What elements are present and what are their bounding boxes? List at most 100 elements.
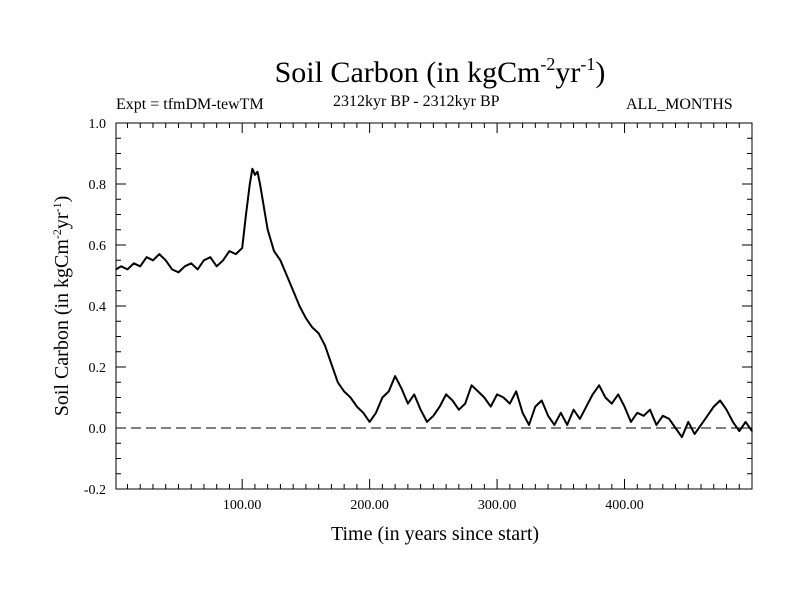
y-axis-title-main: Soil Carbon (in kgCm	[51, 239, 73, 417]
y-axis-title-end: )	[51, 196, 73, 203]
x-tick-label: 200.00	[350, 498, 389, 513]
data-point	[394, 375, 396, 377]
chart-title: Soil Carbon (in kgCm-2yr-1)	[0, 54, 800, 90]
data-point	[256, 171, 259, 173]
data-point	[266, 228, 269, 231]
data-point	[700, 424, 702, 426]
y-tick-label: 0.6	[89, 239, 107, 254]
data-point	[591, 393, 594, 396]
data-point	[553, 424, 556, 426]
data-point	[642, 415, 645, 417]
data-point	[598, 384, 600, 387]
experiment-label: Expt = tfmDM-tewTM	[116, 96, 264, 113]
chart-title-sup-1: -2	[540, 54, 556, 74]
data-point	[400, 387, 403, 390]
data-point	[235, 253, 237, 255]
data-point	[285, 274, 288, 277]
data-point	[356, 405, 358, 408]
data-point	[687, 421, 690, 423]
data-point	[566, 424, 568, 426]
data-point	[534, 405, 537, 408]
data-point	[509, 402, 511, 405]
chart-title-end: )	[595, 56, 606, 89]
data-point	[349, 396, 352, 399]
y-axis-title: Soil Carbon (in kgCm-2yr-1)	[50, 196, 73, 417]
data-point	[279, 259, 282, 262]
data-point	[438, 405, 441, 408]
data-point	[259, 183, 261, 185]
data-point	[245, 213, 247, 216]
data-point	[706, 415, 709, 417]
y-axis-title-mid: yr	[51, 212, 73, 229]
data-point	[362, 411, 365, 414]
data-point	[744, 421, 747, 423]
series-line-soil-carbon	[115, 167, 753, 439]
data-point	[184, 265, 186, 268]
data-point	[330, 363, 333, 365]
y-axis-title-sup-1: -2	[50, 229, 64, 239]
data-point	[228, 250, 231, 252]
data-point	[241, 247, 243, 249]
chart-title-sup-2: -1	[580, 54, 596, 74]
chart-title-main: Soil Carbon (in kgCm	[274, 56, 541, 89]
data-point	[560, 411, 562, 414]
y-tick-label: 0.2	[89, 361, 107, 376]
data-point	[311, 326, 314, 329]
data-point	[305, 317, 307, 320]
y-tick-label: 0.8	[89, 178, 107, 193]
data-point	[732, 421, 734, 423]
data-point	[317, 332, 320, 335]
data-point	[203, 259, 205, 262]
data-point	[623, 405, 626, 408]
data-point	[164, 259, 167, 262]
data-point	[661, 415, 664, 417]
x-axis-ticks	[126, 123, 740, 489]
data-point	[502, 396, 505, 399]
data-point	[668, 418, 670, 420]
data-point	[387, 390, 390, 393]
data-point	[249, 183, 251, 185]
x-tick-labels: 100.00 200.00 300.00 400.00	[223, 498, 644, 513]
data-point	[725, 408, 728, 411]
data-point	[649, 408, 651, 411]
data-point	[209, 256, 212, 259]
data-point	[407, 402, 409, 405]
data-point	[261, 198, 264, 201]
data-point	[126, 268, 129, 271]
data-point	[196, 268, 199, 271]
data-point	[719, 399, 721, 402]
data-point	[426, 421, 428, 423]
data-point	[177, 271, 180, 274]
data-point	[630, 421, 632, 423]
data-point	[139, 265, 142, 268]
data-point	[515, 390, 518, 393]
data-point	[158, 253, 161, 255]
months-label: ALL_MONTHS	[626, 96, 733, 113]
data-point	[572, 408, 575, 411]
data-point	[432, 415, 435, 417]
series-points	[115, 167, 753, 438]
data-point	[445, 393, 447, 396]
data-point	[381, 396, 384, 399]
data-point	[738, 430, 741, 432]
data-point	[477, 390, 479, 393]
data-point	[674, 427, 677, 429]
data-point	[458, 408, 460, 411]
data-point	[655, 424, 658, 426]
x-tick-label: 400.00	[605, 498, 644, 513]
data-point	[483, 396, 486, 399]
data-point	[585, 405, 588, 408]
data-point	[579, 418, 581, 420]
data-point	[368, 421, 371, 423]
period-label: 2312kyr BP - 2312kyr BP	[333, 93, 500, 110]
y-axis-ticks	[116, 122, 752, 490]
data-point	[190, 262, 192, 265]
data-point	[540, 399, 543, 402]
data-point	[273, 250, 275, 252]
data-point	[547, 415, 549, 417]
data-point	[521, 411, 524, 414]
y-tick-label: 0.0	[89, 422, 107, 437]
data-point	[496, 393, 498, 396]
data-point	[336, 381, 339, 384]
